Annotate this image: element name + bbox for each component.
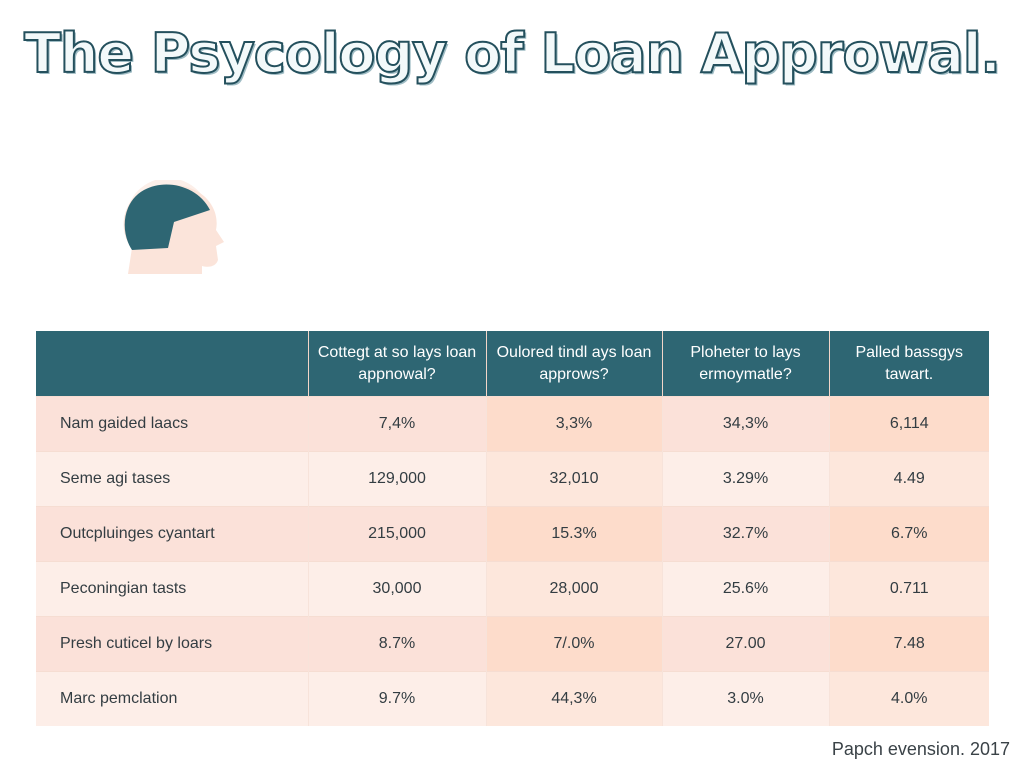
table-row: Presh cuticel by loars 8.7% 7/.0% 27.00 …: [36, 616, 989, 672]
table-cell: 215,000: [307, 506, 486, 562]
row-label: Marc pemclation: [36, 671, 308, 726]
loan-approval-table: Cottegt at so lays loan appnowal? Oulore…: [36, 331, 989, 726]
table-cell: 3.29%: [661, 451, 829, 507]
table-cell: 129,000: [307, 451, 486, 507]
row-label: Seme agi tases: [36, 451, 308, 507]
row-label: Nam gaided laacs: [36, 396, 308, 452]
table-cell: 8.7%: [307, 616, 486, 672]
table-row: Seme agi tases 129,000 32,010 3.29% 4.49: [36, 451, 989, 507]
table-cell: 34,3%: [661, 396, 829, 452]
table-cell: 0.711: [828, 561, 989, 617]
table-row: Nam gaided laacs 7,4% 3,3% 34,3% 6,114: [36, 396, 989, 452]
page-title: The Psycology of Loan Approwal.: [23, 21, 1002, 86]
table-header-cell: Palled bassgys tawart.: [828, 331, 989, 397]
table-header-cell: Cottegt at so lays loan appnowal?: [307, 331, 486, 397]
head-profile-icon: [123, 180, 224, 274]
table-cell: 9.7%: [307, 671, 486, 726]
table-cell: 3,3%: [485, 396, 662, 452]
table-cell: 15.3%: [485, 506, 662, 562]
row-label: Peconingian tasts: [36, 561, 308, 617]
table-cell: 6.7%: [828, 506, 989, 562]
table-cell: 7.48: [828, 616, 989, 672]
row-label: Outcpluinges cyantart: [36, 506, 308, 562]
table-row: Outcpluinges cyantart 215,000 15.3% 32.7…: [36, 506, 989, 562]
table-cell: 7,4%: [307, 396, 486, 452]
footer-note: Papch evension. 2017: [831, 739, 1010, 759]
table-cell: 32,010: [485, 451, 662, 507]
table-cell: 25.6%: [661, 561, 829, 617]
table-cell: 3.0%: [661, 671, 829, 726]
table-cell: 30,000: [307, 561, 486, 617]
table-header-cell: Oulored tindl ays loan approws?: [485, 331, 662, 397]
row-label: Presh cuticel by loars: [36, 616, 308, 672]
table-row: Peconingian tasts 30,000 28,000 25.6% 0.…: [36, 561, 989, 617]
table-cell: 32.7%: [661, 506, 829, 562]
table-cell: 44,3%: [485, 671, 662, 726]
table-header-cell: Ploheter to lays ermoymatle?: [661, 331, 829, 397]
table-cell: 4.49: [828, 451, 989, 507]
table-header-cell: [36, 331, 308, 397]
table-cell: 28,000: [485, 561, 662, 617]
table-cell: 4.0%: [828, 671, 989, 726]
table-cell: 27.00: [661, 616, 829, 672]
table-cell: 6,114: [828, 396, 989, 452]
table-row: Marc pemclation 9.7% 44,3% 3.0% 4.0%: [36, 671, 989, 726]
table-cell: 7/.0%: [485, 616, 662, 672]
table-header-row: Cottegt at so lays loan appnowal? Oulore…: [36, 331, 989, 397]
